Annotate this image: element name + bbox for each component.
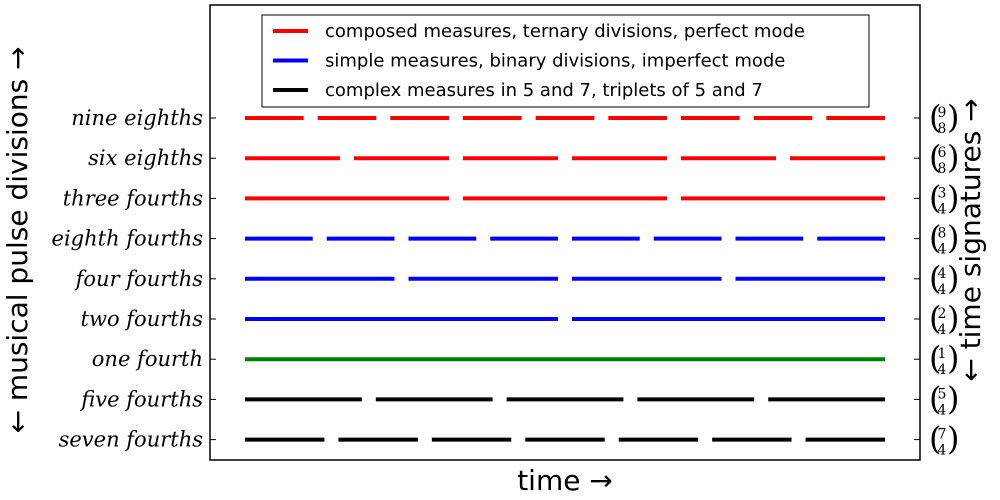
signature-numerator: 6 <box>938 145 947 161</box>
y-tick-label: seven fourths <box>59 428 204 452</box>
signature-denominator: 4 <box>938 362 947 378</box>
time-signature: (74) <box>929 420 959 459</box>
signature-numerator: 2 <box>938 306 947 322</box>
legend-label: complex measures in 5 and 7, triplets of… <box>325 80 763 101</box>
signature-numerator: 7 <box>938 427 947 443</box>
paren-right: ) <box>947 178 959 216</box>
paren-left: ( <box>929 339 941 377</box>
y-tick-label: four fourths <box>74 267 204 291</box>
signature-numerator: 9 <box>938 105 947 121</box>
paren-left: ( <box>929 259 941 297</box>
signature-numerator: 5 <box>938 386 947 402</box>
left-tick-labels: nine eighths six eighths three fourths eigh… <box>52 106 204 452</box>
signature-denominator: 4 <box>938 402 947 418</box>
y-tick-label: nine eighths <box>71 106 203 130</box>
signature-denominator: 8 <box>938 161 947 177</box>
series-layer <box>245 116 885 442</box>
x-axis-label: time → <box>517 464 613 497</box>
legend-label: simple measures, binary divisions, imper… <box>325 51 785 72</box>
time-signature: (54) <box>929 379 959 418</box>
y-axis-label-right: ← time signatures → <box>954 98 987 381</box>
y-tick-label: one fourth <box>92 347 203 371</box>
signature-denominator: 4 <box>938 322 947 338</box>
paren-right: ) <box>947 339 959 377</box>
signature-denominator: 4 <box>938 201 947 217</box>
signature-numerator: 4 <box>938 266 947 282</box>
right-tick-labels: (98)(68)(34)(84)(44)(24)(14)(54)(74) <box>929 98 959 459</box>
paren-right: ) <box>947 379 959 417</box>
time-signature: (34) <box>929 178 959 217</box>
legend-item: complex measures in 5 and 7, triplets of… <box>273 80 763 101</box>
legend-box <box>261 14 870 108</box>
time-signature: (44) <box>929 259 959 298</box>
time-signature: (98) <box>929 98 959 137</box>
y-tick-label: six eighths <box>88 146 203 170</box>
y-tick-label: eighth fourths <box>52 227 204 251</box>
time-signature: (68) <box>929 138 959 177</box>
signature-denominator: 8 <box>938 121 947 137</box>
paren-right: ) <box>947 299 959 337</box>
time-signature: (24) <box>929 299 959 338</box>
paren-left: ( <box>929 178 941 216</box>
paren-left: ( <box>929 379 941 417</box>
paren-left: ( <box>929 299 941 337</box>
paren-right: ) <box>947 138 959 176</box>
paren-left: ( <box>929 98 941 136</box>
signature-numerator: 8 <box>938 226 947 242</box>
paren-right: ) <box>947 259 959 297</box>
paren-left: ( <box>929 420 941 458</box>
y-tick-label: two fourths <box>81 307 204 331</box>
tick-layer <box>210 117 920 441</box>
legend-item: composed measures, ternary divisions, pe… <box>273 21 805 42</box>
legend-item: simple measures, binary divisions, imper… <box>273 51 785 72</box>
y-tick-label: five fourths <box>79 387 203 411</box>
y-axis-label: ← musical pulse divisions → <box>1 46 34 433</box>
signature-denominator: 4 <box>938 242 947 258</box>
paren-right: ) <box>947 98 959 136</box>
signature-denominator: 4 <box>938 282 947 298</box>
time-signature: (84) <box>929 219 959 258</box>
signature-numerator: 3 <box>938 185 947 201</box>
signature-denominator: 4 <box>938 443 947 459</box>
paren-left: ( <box>929 219 941 257</box>
paren-right: ) <box>947 420 959 458</box>
legend-label: composed measures, ternary divisions, pe… <box>325 21 805 42</box>
paren-right: ) <box>947 219 959 257</box>
signature-numerator: 1 <box>938 346 947 362</box>
paren-left: ( <box>929 138 941 176</box>
legend: composed measures, ternary divisions, pe… <box>261 14 870 108</box>
y-tick-label: three fourths <box>63 186 203 210</box>
time-signature: (14) <box>929 339 959 378</box>
